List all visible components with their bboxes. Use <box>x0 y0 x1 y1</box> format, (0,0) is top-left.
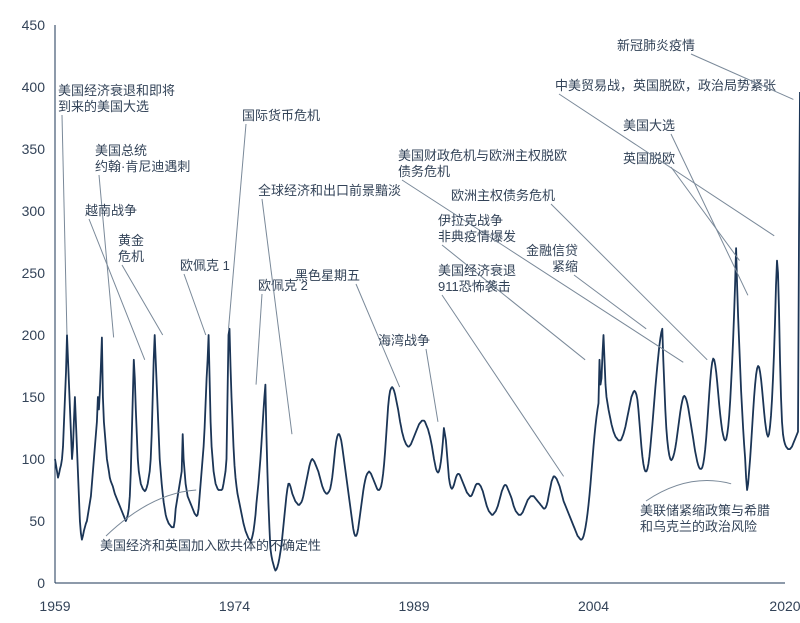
annotation-label: 海湾战争 <box>378 333 430 348</box>
annotation-leader <box>184 274 206 335</box>
annotation-leader <box>256 294 262 385</box>
y-tick-label: 50 <box>29 513 45 529</box>
annotation-label: 黄金危机 <box>118 233 144 264</box>
annotation-label: 欧佩克 1 <box>180 258 230 273</box>
annotation-label: 越南战争 <box>85 203 137 218</box>
y-tick-label: 250 <box>22 265 46 281</box>
annotation-leader <box>62 115 67 335</box>
y-tick-label: 200 <box>22 327 46 343</box>
annotation-label: 国际货币危机 <box>242 108 320 123</box>
annotation-leader <box>106 490 196 536</box>
x-tick-label: 2004 <box>578 598 609 614</box>
annotation-label: 全球经济和出口前景黯淡 <box>258 183 401 198</box>
annotation-leader <box>559 94 774 236</box>
annotation-label: 美国总统约翰·肯尼迪遇刺 <box>95 143 190 174</box>
annotation-leader <box>671 167 740 261</box>
annotation-leader <box>574 275 646 329</box>
annotation-leader <box>551 204 707 360</box>
x-tick-label: 2020 <box>769 598 800 614</box>
annotation-label: 美联储紧缩政策与希腊和乌克兰的政治风险 <box>640 503 770 534</box>
annotation-leader <box>426 349 438 422</box>
y-tick-label: 350 <box>22 141 46 157</box>
y-tick-label: 150 <box>22 389 46 405</box>
annotation-label: 金融信贷紧缩 <box>526 243 578 274</box>
annotation-leader <box>646 481 731 501</box>
x-tick-label: 1989 <box>398 598 429 614</box>
y-tick-label: 300 <box>22 203 46 219</box>
annotation-label: 美国经济和英国加入欧共体的不确定性 <box>100 538 321 553</box>
annotation-leader <box>122 265 163 335</box>
annotation-label: 美国大选 <box>623 118 675 133</box>
y-tick-label: 400 <box>22 79 46 95</box>
annotation-leader <box>442 295 564 476</box>
uncertainty-index-chart: 0 50 100 150 200 250 300 350 400 450 1959 1974 1989 2… <box>0 0 800 623</box>
annotation-label: 中美贸易战，英国脱欧，政治局势紧张 <box>555 78 776 93</box>
annotation-label: 欧洲主权债务危机 <box>451 188 555 203</box>
y-tick-label: 450 <box>22 17 46 33</box>
annotation-label: 美国经济衰退和即将到来的美国大选 <box>58 83 175 114</box>
x-tick-label: 1974 <box>219 598 250 614</box>
annotation-label: 新冠肺炎疫情 <box>617 38 695 53</box>
y-tick-label: 0 <box>37 575 45 591</box>
annotation-leader <box>99 175 114 337</box>
annotation-label: 美国经济衰退911恐怖袭击 <box>438 263 516 294</box>
annotation-leader <box>671 134 748 295</box>
x-tick-label: 1959 <box>39 598 70 614</box>
annotation-label: 伊拉克战争非典疫情爆发 <box>438 213 516 244</box>
annotation-label: 黑色星期五 <box>295 268 360 283</box>
y-tick-label: 100 <box>22 451 46 467</box>
annotation-label: 美国财政危机与欧洲主权脱欧债务危机 <box>398 148 567 179</box>
annotation-leader <box>229 124 246 329</box>
